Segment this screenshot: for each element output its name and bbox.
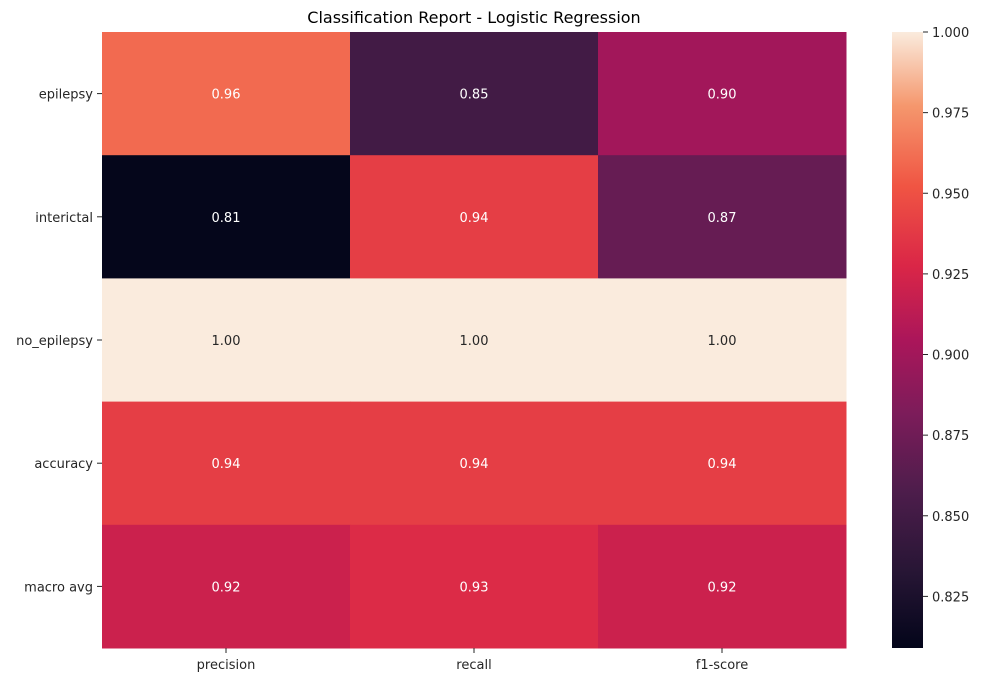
heatmap-cell-epilepsy-precision <box>102 32 351 156</box>
column-label: precision <box>197 658 256 673</box>
cell-value-label: 0.93 <box>460 580 489 595</box>
cell-value-label: 1.00 <box>708 334 737 349</box>
cell-value-label: 0.96 <box>212 88 241 103</box>
cell-value-label: 0.90 <box>708 88 737 103</box>
cell-value-label: 0.81 <box>212 211 241 226</box>
column-axis: precision recall f1-score <box>197 648 748 673</box>
colorbar-tick-label: 0.900 <box>932 349 969 364</box>
row-axis: epilepsy interictal no_epilepsy accuracy mac… <box>16 88 102 595</box>
row-label: interictal <box>35 211 93 226</box>
cell-value-label: 0.92 <box>708 580 737 595</box>
heatmap-cells <box>102 32 847 649</box>
heatmap-cell-labels: 0.96 0.85 0.90 0.81 0.94 0.87 1.00 1.00 1.00 0.94… <box>212 88 737 596</box>
heatmap-cell-no_epilepsy-recall <box>350 278 599 403</box>
colorbar-tick-label: 0.975 <box>932 107 969 122</box>
cell-value-label: 0.94 <box>708 457 737 472</box>
heatmap-cell-accuracy-precision <box>102 401 351 526</box>
heatmap-cell-epilepsy-f1-score <box>598 32 847 156</box>
column-label: f1-score <box>696 658 748 673</box>
heatmap-cell-interictal-precision <box>102 155 351 279</box>
colorbar-tick-label: 0.950 <box>932 187 969 202</box>
row-label: epilepsy <box>39 88 93 103</box>
heatmap-cell-no_epilepsy-precision <box>102 278 351 403</box>
colorbar: 0.825 0.850 0.875 0.900 0.925 0.950 0.975 1.000 <box>892 26 969 648</box>
cell-value-label: 1.00 <box>212 334 241 349</box>
heatmap-cell-accuracy-recall <box>350 401 599 526</box>
cell-value-label: 0.92 <box>212 580 241 595</box>
heatmap-cell-interictal-recall <box>350 155 599 279</box>
heatmap-cell-macro-avg-precision <box>102 524 351 649</box>
colorbar-tick-label: 0.925 <box>932 268 969 283</box>
row-label: accuracy <box>34 457 93 472</box>
heatmap-cell-no_epilepsy-f1-score <box>598 278 847 403</box>
column-label: recall <box>456 658 491 673</box>
chart-title: Classification Report - Logistic Regress… <box>307 8 640 27</box>
cell-value-label: 0.94 <box>460 457 489 472</box>
row-label: no_epilepsy <box>16 334 93 349</box>
heatmap-cell-accuracy-f1-score <box>598 401 847 526</box>
cell-value-label: 0.94 <box>460 211 489 226</box>
heatmap-cell-epilepsy-recall <box>350 32 599 156</box>
cell-value-label: 0.85 <box>460 88 489 103</box>
cell-value-label: 0.87 <box>708 211 737 226</box>
heatmap-cell-macro-avg-f1-score <box>598 524 847 649</box>
heatmap-cell-interictal-f1-score <box>598 155 847 279</box>
row-label: macro avg <box>24 580 93 595</box>
colorbar-tick-label: 0.825 <box>932 590 969 605</box>
colorbar-gradient <box>892 32 923 648</box>
colorbar-tick-label: 0.850 <box>932 510 969 525</box>
heatmap-cell-macro-avg-recall <box>350 524 599 649</box>
cell-value-label: 0.94 <box>212 457 241 472</box>
colorbar-tick-label: 0.875 <box>932 429 969 444</box>
colorbar-tick-label: 1.000 <box>932 26 969 41</box>
cell-value-label: 1.00 <box>460 334 489 349</box>
